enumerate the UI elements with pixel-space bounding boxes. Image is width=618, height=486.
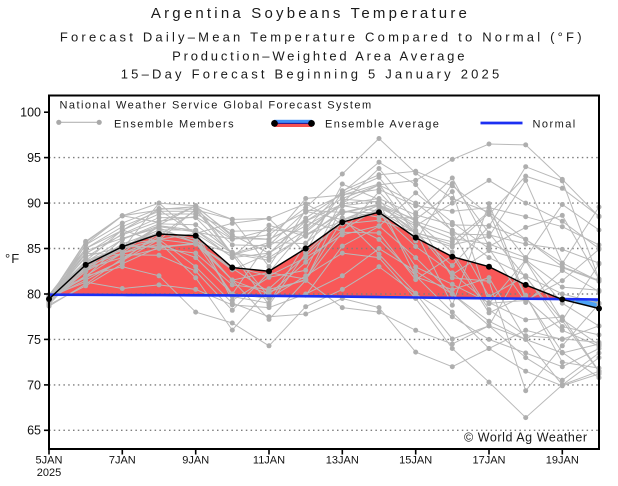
svg-text:75: 75 [27,333,41,347]
svg-text:Production–Weighted Area Avera: Production–Weighted Area Average [172,49,467,64]
svg-text:85: 85 [27,242,41,256]
svg-text:Normal: Normal [533,119,577,131]
svg-text:15JAN: 15JAN [399,455,432,467]
svg-text:90: 90 [27,197,41,211]
svg-text:National Weather Service Globa: National Weather Service Global Forecast… [60,100,373,112]
svg-text:100: 100 [20,106,41,120]
svg-text:9JAN: 9JAN [182,455,209,467]
svg-text:13JAN: 13JAN [326,455,359,467]
svg-text:Forecast Daily–Mean Temperatur: Forecast Daily–Mean Temperature Compared… [60,30,585,45]
svg-text:Ensemble Members: Ensemble Members [114,119,235,131]
svg-text:Argentina Soybeans Temperature: Argentina Soybeans Temperature [151,5,470,22]
svg-text:© World Ag Weather: © World Ag Weather [464,431,588,445]
svg-text:65: 65 [27,424,41,438]
svg-text:19JAN: 19JAN [546,455,579,467]
svg-text:11JAN: 11JAN [253,455,285,467]
svg-text:5JAN: 5JAN [36,455,63,467]
svg-text:70: 70 [27,378,41,392]
svg-text:Ensemble Average: Ensemble Average [325,119,440,131]
svg-text:°F: °F [5,251,20,266]
svg-text:7JAN: 7JAN [109,455,136,467]
svg-text:95: 95 [27,151,41,165]
svg-text:15–Day Forecast Beginning 5 Ja: 15–Day Forecast Beginning 5 January 2025 [121,67,503,82]
svg-text:17JAN: 17JAN [472,455,505,467]
svg-text:80: 80 [27,287,41,301]
svg-text:2025: 2025 [37,467,61,479]
